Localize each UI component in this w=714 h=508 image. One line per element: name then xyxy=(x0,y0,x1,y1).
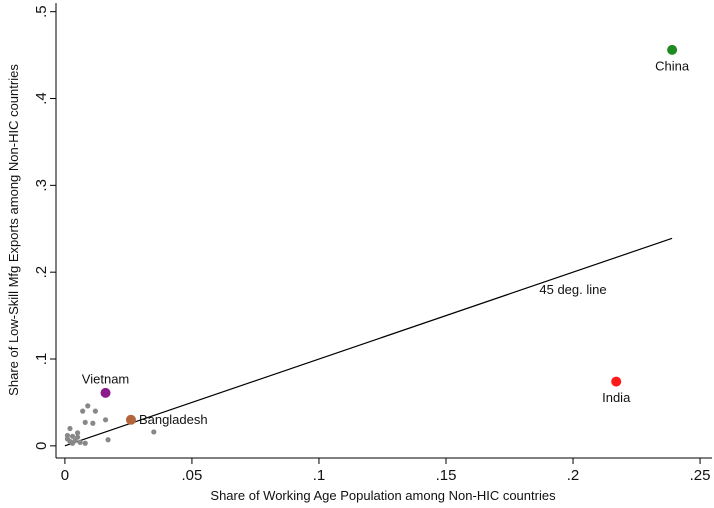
point xyxy=(69,433,76,439)
y-tick-label: .4 xyxy=(33,92,50,105)
reference-line xyxy=(64,237,673,447)
y-tick-label: .5 xyxy=(33,5,50,18)
point xyxy=(100,387,111,398)
point-label: Bangladesh xyxy=(139,412,208,427)
x-tick-label: .15 xyxy=(436,467,457,484)
point xyxy=(67,425,73,432)
point xyxy=(82,419,88,425)
point xyxy=(77,439,83,445)
point xyxy=(64,432,71,439)
x-axis-label: Share of Working Age Population among No… xyxy=(210,488,556,503)
point xyxy=(105,437,111,443)
point-label: China xyxy=(655,58,690,73)
reference-line-label: 45 deg. line xyxy=(539,282,606,297)
point xyxy=(82,440,88,446)
point xyxy=(667,44,678,55)
y-tick-label: .1 xyxy=(33,353,50,366)
point-label: Vietnam xyxy=(82,371,129,386)
point xyxy=(90,420,96,426)
point xyxy=(74,430,81,436)
x-tick-label: .25 xyxy=(690,467,711,484)
point xyxy=(85,403,91,409)
point xyxy=(151,429,157,435)
point xyxy=(611,376,622,387)
point xyxy=(80,408,86,414)
y-axis-label: Share of Low-Skill Mfg Exports among Non… xyxy=(6,64,21,396)
x-tick-label: .2 xyxy=(567,467,580,484)
point xyxy=(125,414,136,425)
point xyxy=(74,434,81,440)
y-tick-label: .2 xyxy=(33,266,50,279)
point-label: India xyxy=(602,390,631,405)
x-tick-label: .05 xyxy=(181,467,202,484)
point xyxy=(92,408,98,414)
y-tick-label: .3 xyxy=(33,179,50,192)
point xyxy=(69,440,76,446)
point xyxy=(102,417,109,423)
y-tick-label: 0 xyxy=(33,442,50,450)
x-tick-label: 0 xyxy=(61,467,69,484)
x-tick-label: .1 xyxy=(313,467,326,484)
